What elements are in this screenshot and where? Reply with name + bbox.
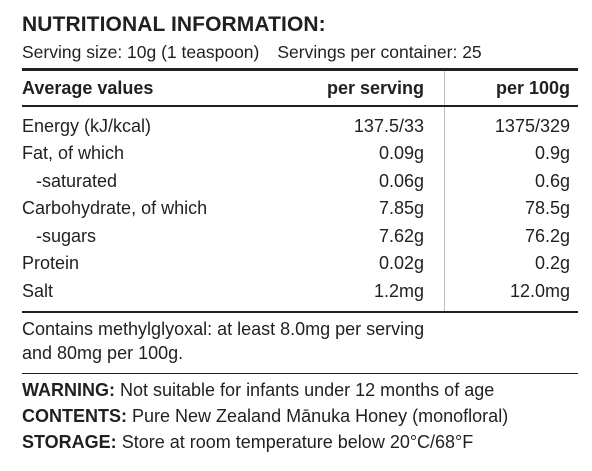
label-info: WARNING: Not suitable for infants under …: [22, 377, 578, 455]
divider-table-bottom: [22, 311, 578, 313]
storage-line: STORAGE: Store at room temperature below…: [22, 429, 578, 455]
row-per-100g: 76.2g: [524, 225, 570, 246]
divider-thick: [22, 68, 578, 71]
row-per-100g: 78.5g: [524, 198, 570, 219]
warning-line: WARNING: Not suitable for infants under …: [22, 377, 578, 403]
row-per-serving: 7.85g: [292, 195, 445, 223]
table-row: Energy (kJ/kcal) 137.5/33 1375/329: [22, 106, 578, 140]
row-label: -saturated: [36, 170, 118, 191]
row-per-100g: 12.0mg: [509, 280, 570, 301]
serving-info: Serving size: 10g (1 teaspoon) Servings p…: [22, 40, 578, 64]
note-line-2: and 80mg per 100g.: [22, 342, 184, 363]
storage-label: STORAGE:: [22, 432, 117, 452]
header-per-100g: per 100g: [495, 77, 570, 98]
contents-text: Pure New Zealand Mānuka Honey (monoflora…: [127, 406, 509, 426]
row-per-serving: 0.02g: [292, 250, 445, 278]
serving-size: Serving size: 10g (1 teaspoon): [22, 42, 260, 62]
note-line-1: Contains methylglyoxal: at least 8.0mg p…: [22, 318, 425, 339]
storage-text: Store at room temperature below 20°C/68°…: [116, 432, 474, 452]
table-row: -saturated 0.06g 0.6g: [22, 167, 578, 195]
row-label: Energy (kJ/kcal): [22, 115, 152, 136]
divider-thin: [22, 105, 578, 107]
servings-per-container: Servings per container: 25: [277, 42, 482, 62]
row-label: Salt: [22, 280, 54, 301]
table-row: -sugars 7.62g 76.2g: [22, 222, 578, 250]
header-average-values: Average values: [22, 77, 154, 98]
nutrition-table: Average values per serving per 100g Ener…: [22, 71, 578, 311]
contents-line: CONTENTS: Pure New Zealand Mānuka Honey …: [22, 403, 578, 429]
row-per-serving: 1.2mg: [292, 277, 445, 311]
row-label: Fat, of which: [22, 143, 125, 164]
warning-label: WARNING:: [22, 380, 115, 400]
table-row: Carbohydrate, of which 7.85g 78.5g: [22, 195, 578, 223]
row-per-serving: 7.62g: [292, 222, 445, 250]
divider-note-bottom: [22, 372, 578, 374]
methylglyoxal-note: Contains methylglyoxal: at least 8.0mg p…: [22, 317, 578, 365]
row-per-100g: 0.9g: [534, 143, 570, 164]
row-label: Protein: [22, 253, 80, 274]
warning-text: Not suitable for infants under 12 months…: [115, 380, 495, 400]
contents-label: CONTENTS:: [22, 406, 127, 426]
row-label: -sugars: [36, 225, 97, 246]
row-per-serving: 137.5/33: [292, 106, 445, 140]
table-row: Fat, of which 0.09g 0.9g: [22, 140, 578, 168]
row-per-100g: 0.6g: [534, 170, 570, 191]
row-per-100g: 0.2g: [534, 253, 570, 274]
header-per-serving: per serving: [292, 71, 445, 105]
row-per-100g: 1375/329: [494, 115, 570, 136]
row-per-serving: 0.06g: [292, 167, 445, 195]
panel-title: NUTRITIONAL INFORMATION:: [22, 13, 326, 36]
nutrition-panel: NUTRITIONAL INFORMATION: Serving size: 1…: [22, 12, 578, 455]
row-per-serving: 0.09g: [292, 140, 445, 168]
table-row: Salt 1.2mg 12.0mg: [22, 277, 578, 311]
table-row: Protein 0.02g 0.2g: [22, 250, 578, 278]
row-label: Carbohydrate, of which: [22, 198, 208, 219]
table-header-row: Average values per serving per 100g: [22, 71, 578, 105]
